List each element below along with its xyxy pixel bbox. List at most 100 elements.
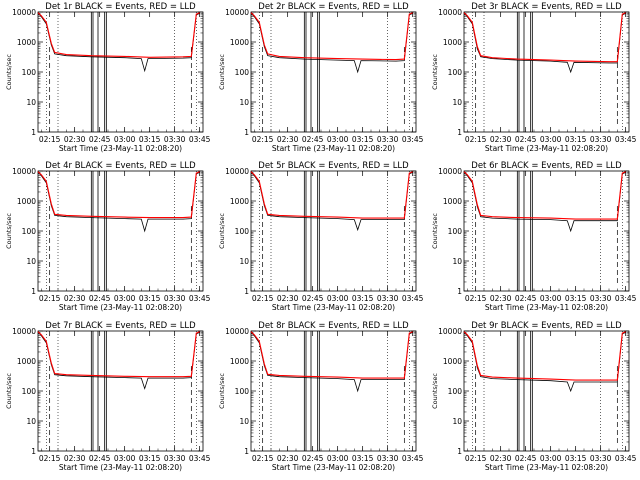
y-tick-label: 10000 [12, 327, 36, 336]
x-tick-label: 03:15 [139, 135, 161, 144]
y-tick-label: 10000 [225, 327, 249, 336]
x-tick-label: 02:30 [490, 454, 512, 463]
x-tick-label: 02:15 [252, 454, 274, 463]
panel-title: Det 8r BLACK = Events, RED = LLD [258, 321, 409, 331]
y-tick-label: 10000 [12, 167, 36, 176]
y-tick-label: 10 [239, 417, 249, 426]
panel-title: Det 3r BLACK = Events, RED = LLD [471, 2, 622, 12]
x-axis-label: Start Time (23-May-11 02:08:20) [59, 463, 182, 472]
series-line-events [463, 332, 626, 393]
y-tick-label: 10 [452, 257, 462, 266]
x-tick-label: 03:30 [377, 294, 399, 303]
y-tick-label: 100 [22, 227, 37, 236]
panel-4: Det 4r BLACK = Events, RED = LLD Counts/s… [5, 161, 211, 312]
y-tick-label: 1000 [17, 38, 36, 47]
series-line-lld [463, 12, 626, 63]
y-tick-label: 1 [244, 128, 249, 137]
series-line-events [250, 172, 413, 232]
y-tick-label: 1000 [443, 38, 462, 47]
y-tick-label: 100 [235, 68, 250, 77]
x-tick-label: 02:30 [490, 135, 512, 144]
y-tick-label: 10000 [225, 8, 249, 17]
y-axis-label: Counts/sec [218, 373, 226, 409]
plot-frame [250, 330, 417, 452]
y-tick-label: 100 [22, 68, 37, 77]
y-tick-label: 100 [448, 227, 463, 236]
panel-2: Det 2r BLACK = Events, RED = LLD Counts/s… [218, 2, 424, 153]
y-tick-label: 1000 [230, 197, 249, 206]
x-tick-label: 03:30 [590, 454, 612, 463]
plot-frame [37, 330, 204, 452]
x-tick-label: 02:45 [302, 454, 324, 463]
x-axis-label: Start Time (23-May-11 02:08:20) [272, 303, 395, 312]
y-tick-label: 10000 [438, 327, 462, 336]
x-tick-label: 03:00 [540, 454, 562, 463]
y-tick-label: 10 [239, 98, 249, 107]
y-tick-label: 1 [457, 128, 462, 137]
y-tick-label: 10 [239, 257, 249, 266]
x-tick-label: 03:45 [402, 454, 424, 463]
x-tick-label: 02:45 [302, 135, 324, 144]
panel-1: Det 1r BLACK = Events, RED = LLD Counts/s… [5, 2, 211, 153]
x-tick-label: 03:45 [615, 135, 637, 144]
y-tick-label: 10000 [225, 167, 249, 176]
x-tick-label: 03:15 [565, 135, 587, 144]
x-tick-label: 02:30 [277, 294, 299, 303]
x-tick-label: 03:30 [164, 135, 186, 144]
plot-frame [250, 170, 417, 292]
x-tick-label: 02:45 [515, 135, 537, 144]
y-tick-label: 100 [235, 387, 250, 396]
x-tick-label: 03:00 [540, 294, 562, 303]
y-tick-label: 1000 [17, 357, 36, 366]
plot-frame [463, 330, 630, 452]
series-line-lld [250, 12, 413, 61]
panel-7: Det 7r BLACK = Events, RED = LLD Counts/s… [5, 321, 211, 472]
x-tick-label: 03:15 [352, 135, 374, 144]
y-tick-label: 100 [448, 68, 463, 77]
series-line-lld [463, 171, 626, 220]
x-axis-label: Start Time (23-May-11 02:08:20) [59, 303, 182, 312]
series-line-lld [37, 331, 200, 378]
panel-title: Det 9r BLACK = Events, RED = LLD [471, 321, 622, 331]
panel-title: Det 4r BLACK = Events, RED = LLD [45, 161, 196, 171]
x-tick-label: 03:15 [352, 454, 374, 463]
series-line-lld [37, 171, 200, 219]
plot-frame [37, 170, 204, 292]
x-tick-label: 03:30 [590, 135, 612, 144]
x-tick-label: 02:15 [39, 454, 61, 463]
x-axis-label: Start Time (23-May-11 02:08:20) [485, 144, 608, 153]
y-axis-label: Counts/sec [431, 54, 439, 90]
series-line-events [463, 13, 626, 74]
x-tick-label: 03:00 [327, 135, 349, 144]
series-line-events [37, 332, 200, 390]
series-line-lld [463, 331, 626, 381]
series-line-events [37, 172, 200, 233]
y-tick-label: 10 [26, 98, 36, 107]
y-tick-label: 1 [31, 128, 36, 137]
y-tick-label: 1 [244, 447, 249, 456]
y-tick-label: 1000 [230, 357, 249, 366]
y-tick-label: 10 [26, 257, 36, 266]
x-tick-label: 02:15 [39, 135, 61, 144]
y-axis-label: Counts/sec [5, 54, 13, 90]
panel-title: Det 2r BLACK = Events, RED = LLD [258, 2, 409, 12]
x-tick-label: 02:45 [302, 294, 324, 303]
x-axis-label: Start Time (23-May-11 02:08:20) [485, 303, 608, 312]
x-tick-label: 03:45 [402, 294, 424, 303]
x-axis-label: Start Time (23-May-11 02:08:20) [272, 144, 395, 153]
y-tick-label: 1 [457, 287, 462, 296]
series-line-lld [250, 331, 413, 379]
x-tick-label: 03:45 [189, 454, 211, 463]
series-line-lld [250, 171, 413, 219]
x-tick-label: 02:45 [89, 135, 111, 144]
x-tick-label: 02:30 [277, 135, 299, 144]
panel-title: Det 5r BLACK = Events, RED = LLD [258, 161, 409, 171]
panel-6: Det 6r BLACK = Events, RED = LLD Counts/s… [431, 161, 637, 312]
plot-frame [37, 11, 204, 133]
x-tick-label: 02:45 [89, 454, 111, 463]
plot-frame [463, 170, 630, 292]
y-axis-label: Counts/sec [218, 213, 226, 249]
plot-frame [463, 11, 630, 133]
y-tick-label: 10000 [438, 8, 462, 17]
y-axis-label: Counts/sec [218, 54, 226, 90]
